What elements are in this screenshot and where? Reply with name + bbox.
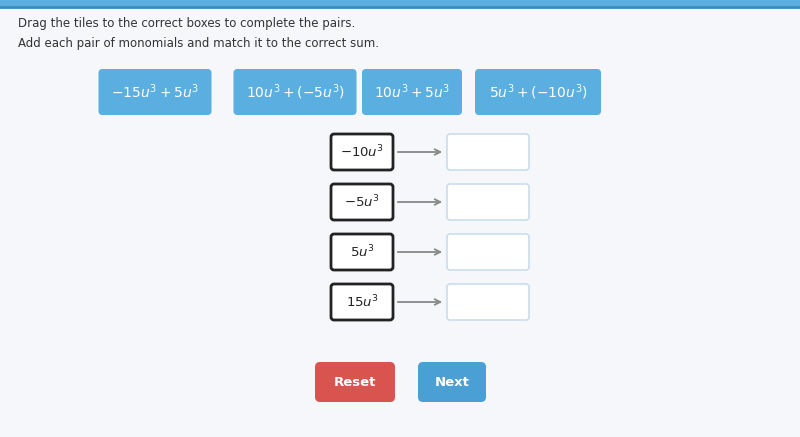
Text: $10u^3 + 5u^3$: $10u^3 + 5u^3$ <box>374 83 450 101</box>
FancyBboxPatch shape <box>475 69 601 115</box>
Text: Next: Next <box>434 375 470 388</box>
FancyBboxPatch shape <box>447 234 529 270</box>
FancyBboxPatch shape <box>447 134 529 170</box>
FancyBboxPatch shape <box>98 69 211 115</box>
FancyBboxPatch shape <box>234 69 357 115</box>
Text: $10u^3 + (-5u^3)$: $10u^3 + (-5u^3)$ <box>246 82 344 102</box>
FancyBboxPatch shape <box>331 234 393 270</box>
FancyBboxPatch shape <box>447 284 529 320</box>
FancyBboxPatch shape <box>331 134 393 170</box>
FancyBboxPatch shape <box>362 69 462 115</box>
Text: $5u^3 + (-10u^3)$: $5u^3 + (-10u^3)$ <box>489 82 587 102</box>
FancyBboxPatch shape <box>447 184 529 220</box>
Text: Reset: Reset <box>334 375 376 388</box>
Text: $-15u^3 + 5u^3$: $-15u^3 + 5u^3$ <box>111 83 199 101</box>
Text: $-5u^3$: $-5u^3$ <box>344 194 380 210</box>
FancyBboxPatch shape <box>331 284 393 320</box>
Text: $5u^3$: $5u^3$ <box>350 244 374 260</box>
FancyBboxPatch shape <box>331 184 393 220</box>
FancyBboxPatch shape <box>418 362 486 402</box>
Text: $-10u^3$: $-10u^3$ <box>340 144 384 160</box>
FancyBboxPatch shape <box>315 362 395 402</box>
Text: Add each pair of monomials and match it to the correct sum.: Add each pair of monomials and match it … <box>18 37 379 50</box>
Text: Drag the tiles to the correct boxes to complete the pairs.: Drag the tiles to the correct boxes to c… <box>18 17 355 30</box>
Text: $15u^3$: $15u^3$ <box>346 294 378 310</box>
